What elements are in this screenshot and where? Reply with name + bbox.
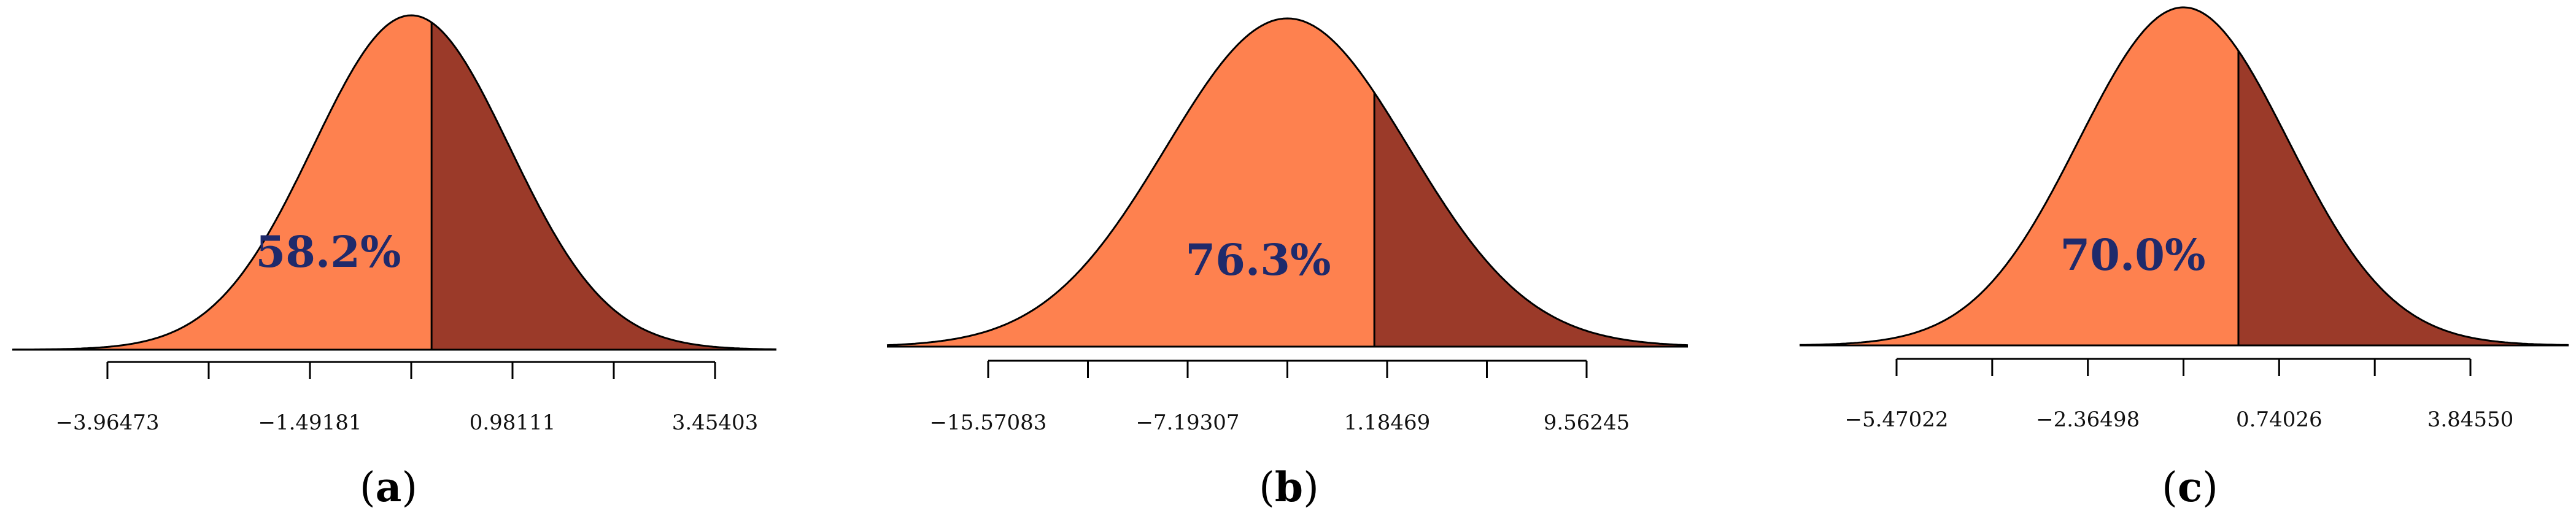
density-plot-a: −3.96473 −1.49181 0.98111 3.45403 58.2% [12,14,777,435]
panel-c: −5.47022 −2.36498 0.74026 3.84550 70.0% (c) [1792,0,2576,527]
x-tick-label: −7.19307 [1135,410,1239,435]
density-plot-b: −15.57083 −7.19307 1.18469 9.56245 76.3% [886,17,1688,435]
x-tick-label: 3.45403 [672,410,759,435]
percentage-label: 58.2% [255,226,401,277]
density-plot-c: −5.47022 −2.36498 0.74026 3.84550 70.0% [1800,6,2569,432]
panel-label-b: (b) [1259,463,1319,511]
x-tick-label: −15.57083 [930,410,1047,435]
shaded-region-right [431,22,776,350]
density-curve [12,14,777,351]
shaded-region-left [1800,7,2238,345]
shaded-region-right [1374,93,1688,347]
shaded-region-right [2238,50,2569,346]
x-tick-label: 3.84550 [2427,407,2514,432]
x-tick-label: 0.98111 [470,410,556,435]
density-curve [1800,6,2569,346]
percentage-label: 70.0% [2060,229,2205,280]
panel-label-a: (a) [359,463,418,511]
x-tick-label: 1.18469 [1344,410,1431,435]
density-curve [886,17,1688,347]
shaded-region-left [887,18,1375,347]
panel-label-c: (c) [2162,463,2218,511]
x-tick-label: −1.49181 [258,410,362,435]
panel-b: −15.57083 −7.19307 1.18469 9.56245 76.3% (b) [878,0,1694,527]
x-tick-label: 0.74026 [2236,407,2323,432]
x-tick-label: −3.96473 [55,410,159,435]
panel-a: −3.96473 −1.49181 0.98111 3.45403 58.2% (a) [0,0,798,527]
percentage-label: 76.3% [1185,234,1331,285]
x-tick-label: −5.47022 [1844,407,1948,432]
shaded-region-left [12,15,432,350]
x-tick-label: 9.56245 [1544,410,1630,435]
x-tick-label: −2.36498 [2036,407,2140,432]
